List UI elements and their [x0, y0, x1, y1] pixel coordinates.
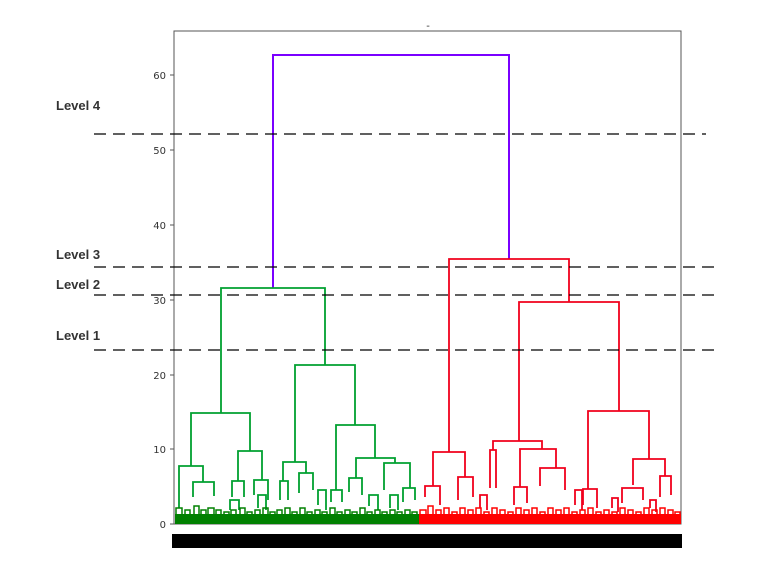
level-3-label: Level 3	[56, 247, 100, 262]
root-link	[272, 54, 510, 288]
level-1-label: Level 1	[56, 328, 100, 343]
y-axis	[170, 74, 174, 525]
red-leaves	[419, 505, 681, 524]
red-cluster	[424, 258, 672, 512]
level-4-label: Level 4	[56, 98, 101, 113]
chart-title: -	[426, 21, 430, 32]
svg-text:50: 50	[153, 146, 166, 157]
cut-lines	[94, 133, 718, 351]
level-2-label: Level 2	[56, 277, 100, 292]
svg-text:60: 60	[153, 71, 166, 82]
green-cluster	[178, 287, 416, 510]
svg-text:20: 20	[153, 371, 166, 382]
green-leaves	[175, 505, 419, 524]
leaf-labels	[172, 534, 682, 548]
svg-text:0: 0	[160, 520, 166, 531]
y-tick-labels: 0 10 20 30 40 50 60	[153, 71, 166, 531]
svg-text:30: 30	[153, 296, 166, 307]
svg-text:40: 40	[153, 221, 166, 232]
svg-text:10: 10	[153, 445, 166, 456]
